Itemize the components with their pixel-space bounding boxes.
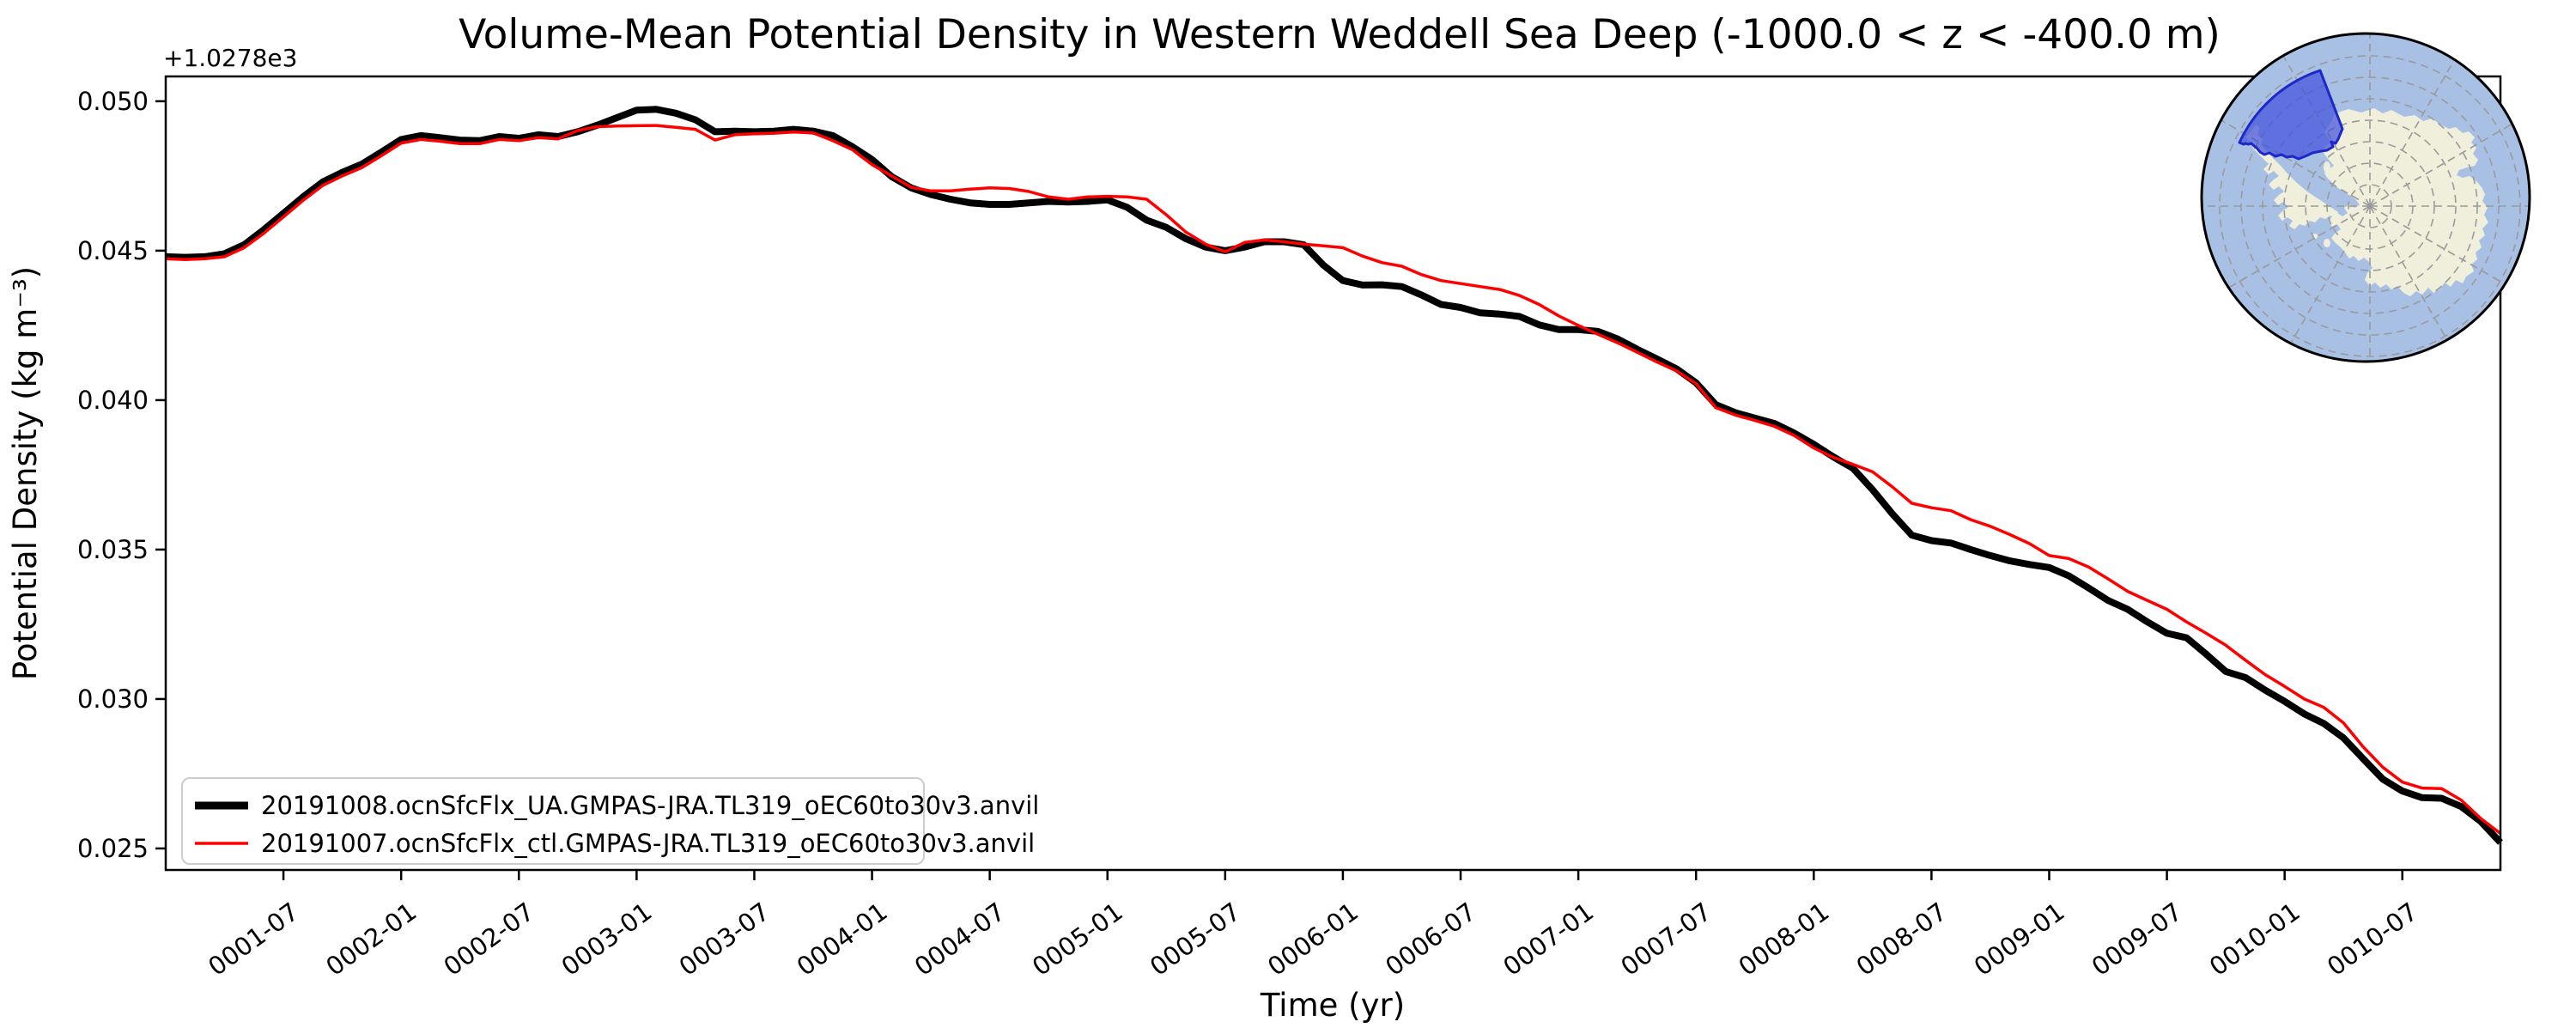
- antarctic-peninsula-land: [2246, 125, 2338, 229]
- x-tick-label: 0009-07: [2087, 897, 2188, 982]
- x-tick-label: 0005-07: [1145, 897, 1246, 982]
- series-line-ctl: [165, 124, 2502, 835]
- longitude-line: [2369, 205, 2457, 356]
- latitude-circle: [2283, 119, 2457, 293]
- y-tick-label: 0.045: [77, 236, 149, 265]
- longitude-line: [2221, 205, 2371, 293]
- x-tick-label: 0001-07: [203, 897, 304, 982]
- x-tick-label: 0008-01: [1733, 897, 1834, 982]
- x-tick-label: 0002-07: [438, 897, 539, 982]
- antarctica-mainland: [2322, 108, 2488, 296]
- x-tick-label: 0003-07: [674, 897, 775, 982]
- island: [2347, 180, 2352, 186]
- longitude-line: [2369, 205, 2519, 293]
- western-weddell-sea-region: [2238, 69, 2344, 161]
- antarctica-inset-map: [2200, 32, 2531, 363]
- y-axis-offset-text: +1.0278e3: [163, 44, 297, 72]
- y-tick-label: 0.050: [77, 87, 149, 116]
- x-tick-label: 0002-01: [320, 897, 422, 982]
- axes-spines: [164, 75, 2502, 872]
- y-tick-label: 0.035: [77, 535, 149, 564]
- x-tick-label: 0005-01: [1027, 897, 1128, 982]
- x-tick-label: 0007-07: [1615, 897, 1716, 982]
- latitude-circle: [2219, 55, 2521, 357]
- y-tick-label: 0.025: [77, 834, 149, 863]
- series-line-ua: [165, 106, 2503, 845]
- x-tick-label: 0003-01: [556, 897, 657, 982]
- y-axis-label: Potential Density (kg m⁻³): [7, 266, 44, 680]
- longitude-line: [2369, 57, 2457, 207]
- latitude-circle: [2348, 184, 2392, 228]
- x-tick-label: 0004-01: [792, 897, 893, 982]
- legend-label-ctl: 20191007.ocnSfcFlx_ctl.GMPAS-JRA.TL319_o…: [261, 829, 1035, 858]
- y-tick-label: 0.030: [77, 684, 149, 714]
- series-layer: [165, 106, 2503, 845]
- x-tick-label: 0007-01: [1498, 897, 1599, 982]
- x-tick-label: 0010-07: [2322, 897, 2423, 982]
- globe-contents: [2202, 33, 2530, 362]
- legend-label-ua: 20191008.ocnSfcFlx_UA.GMPAS-JRA.TL319_oE…: [261, 791, 1039, 820]
- x-tick-label: 0008-07: [1850, 897, 1952, 982]
- island: [2324, 239, 2330, 247]
- x-tick-label: 0006-01: [1262, 897, 1364, 982]
- chart-title: Volume-Mean Potential Density in Western…: [459, 11, 2221, 58]
- y-tick-label: 0.040: [77, 386, 149, 415]
- longitude-line: [2283, 205, 2371, 356]
- legend: 20191008.ocnSfcFlx_UA.GMPAS-JRA.TL319_oE…: [181, 777, 1039, 865]
- x-tick-label: 0006-07: [1380, 897, 1481, 982]
- island: [2324, 161, 2330, 173]
- x-tick-label: 0010-01: [2204, 897, 2306, 982]
- x-tick-label: 0004-07: [909, 897, 1011, 982]
- x-tick-label: 0009-01: [1969, 897, 2070, 982]
- globe-rim: [2200, 32, 2531, 363]
- legend-box: [181, 777, 925, 865]
- x-axis-label: Time (yr): [1260, 987, 1405, 1024]
- longitude-line: [2369, 119, 2519, 207]
